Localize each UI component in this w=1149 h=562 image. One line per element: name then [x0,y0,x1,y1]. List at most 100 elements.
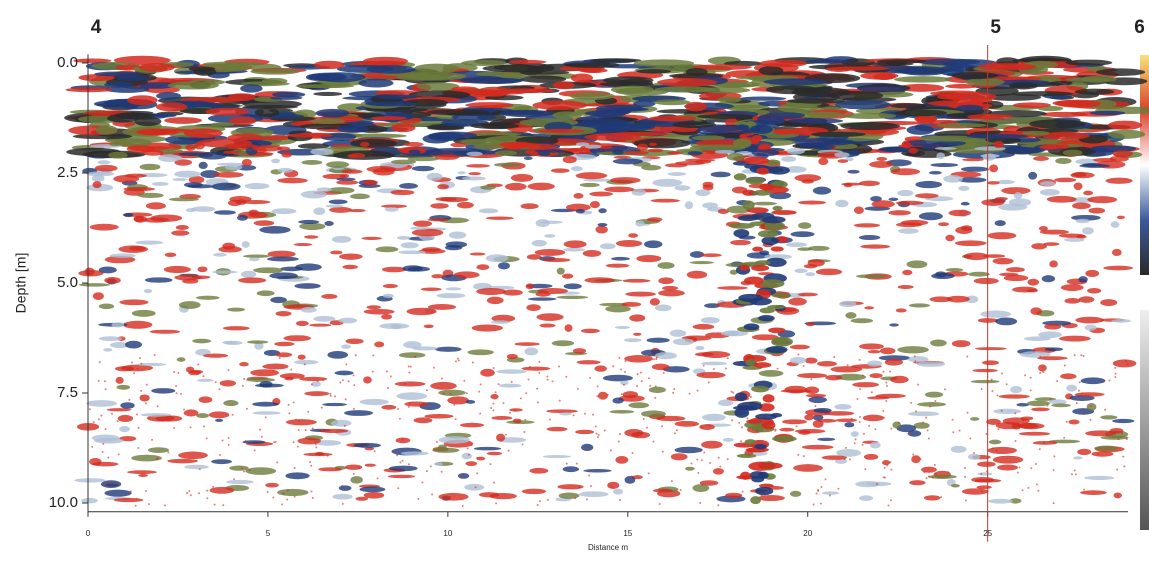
radar-texture [643,240,663,249]
radar-texture [88,408,91,411]
radar-texture [917,58,980,66]
radar-texture [646,217,663,222]
radar-texture [461,59,507,66]
radar-texture [197,363,200,366]
radar-texture [316,187,332,192]
radar-texture [507,449,510,452]
radar-texture [401,438,404,441]
radar-texture [951,71,999,80]
radar-texture [702,202,718,209]
radar-texture [889,370,892,373]
radar-texture [409,401,412,404]
radar-texture [311,381,321,388]
radar-texture [227,199,242,207]
radar-texture [1112,418,1135,424]
radar-texture [314,440,342,446]
radar-texture [835,418,858,423]
radar-texture [233,478,236,481]
radar-texture [640,410,666,418]
radar-texture [396,74,447,81]
radar-texture [495,88,555,94]
radar-texture [598,208,607,214]
radar-texture [804,386,820,394]
radar-texture [1037,489,1040,492]
radar-texture [836,449,862,457]
radar-texture [585,498,588,501]
radar-texture [205,107,250,116]
radar-texture [845,312,857,319]
radar-texture [245,407,248,410]
radar-texture [1003,274,1029,282]
radar-texture [247,340,269,344]
radar-texture [1068,419,1080,425]
radar-texture [444,244,463,251]
radar-texture [753,362,772,368]
radar-texture [520,203,539,210]
radar-texture [1031,243,1047,250]
radar-texture [770,246,784,252]
radar-texture [1100,299,1118,307]
radar-texture [847,169,860,174]
radar-texture [1035,483,1038,486]
radar-texture [245,377,276,383]
radar-texture [674,432,677,435]
radar-texture [765,85,818,95]
radar-texture [868,424,871,427]
radar-texture [624,476,636,484]
radar-texture [943,175,963,183]
radar-texture [751,148,780,157]
radar-texture [310,464,313,467]
radar-texture [363,376,372,384]
radar-texture [740,440,743,443]
radar-texture [98,336,123,341]
radar-texture [617,440,620,443]
radar-texture [376,107,428,113]
radar-texture [95,125,118,135]
radar-texture [620,393,623,396]
radar-texture [956,104,984,112]
radar-texture [595,104,644,113]
radar-texture [910,401,913,404]
radar-texture [1049,398,1052,401]
radar-texture [917,361,946,367]
radar-texture [150,214,183,222]
radar-texture [929,405,932,408]
radar-texture [886,360,889,363]
radar-texture [562,466,580,473]
radar-texture [940,496,943,499]
radar-texture [908,303,930,308]
radar-texture [226,479,254,484]
radar-texture [929,296,952,303]
radar-texture [807,259,825,267]
radar-texture [760,494,763,497]
radar-texture [662,366,690,373]
radar-texture [390,159,417,165]
radar-texture [287,133,334,138]
radar-texture [322,402,347,407]
radar-texture [241,467,244,470]
radar-texture [927,475,930,478]
radar-texture [928,474,957,479]
radar-texture [145,490,148,493]
radar-texture [994,220,1006,227]
radar-texture [654,352,677,360]
radar-texture [295,263,322,271]
x-tick-label: 15 [623,529,632,538]
radar-texture [531,239,547,247]
radar-texture [490,407,493,410]
radar-texture [128,398,131,401]
radar-texture [840,122,900,131]
radar-texture [670,480,673,483]
radar-texture [749,124,773,134]
radar-texture [922,421,925,424]
radar-texture [895,222,923,228]
radar-texture [652,178,683,187]
radar-texture [551,380,554,383]
radar-texture [658,277,674,285]
radar-texture [118,245,148,253]
radar-texture [187,184,215,189]
radar-texture [597,222,608,227]
radar-texture [264,416,267,419]
radar-texture [219,453,222,456]
radar-texture [244,182,270,190]
